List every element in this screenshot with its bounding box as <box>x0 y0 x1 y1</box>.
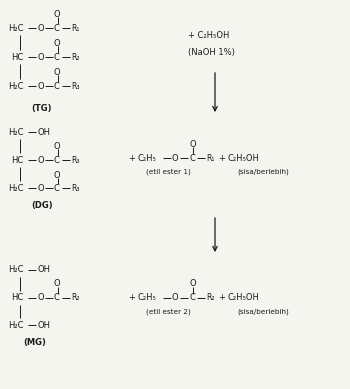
Text: C₂H₅: C₂H₅ <box>138 293 157 303</box>
Text: C: C <box>54 23 60 33</box>
Text: +: + <box>218 154 225 163</box>
Text: C: C <box>54 184 60 193</box>
Text: (NaOH 1%): (NaOH 1%) <box>188 47 235 56</box>
Text: OH: OH <box>37 266 50 275</box>
Text: R₃: R₃ <box>71 184 79 193</box>
Text: OH: OH <box>37 321 50 329</box>
Text: HC: HC <box>11 156 23 165</box>
Text: R₃: R₃ <box>71 156 79 165</box>
Text: O: O <box>54 142 61 151</box>
Text: H₂C: H₂C <box>8 128 23 137</box>
Text: +: + <box>128 154 135 163</box>
Text: O: O <box>189 280 196 289</box>
Text: O: O <box>54 68 61 77</box>
Text: HC: HC <box>11 53 23 61</box>
Text: H₂C: H₂C <box>8 82 23 91</box>
Text: O: O <box>37 53 44 61</box>
Text: (TG): (TG) <box>32 103 52 112</box>
Text: OH: OH <box>37 128 50 137</box>
Text: HC: HC <box>11 293 23 303</box>
Text: H₂C: H₂C <box>8 184 23 193</box>
Text: (etil ester 1): (etil ester 1) <box>146 169 190 175</box>
Text: O: O <box>172 154 178 163</box>
Text: C₂H₅OH: C₂H₅OH <box>227 293 259 303</box>
Text: O: O <box>37 82 44 91</box>
Text: O: O <box>37 156 44 165</box>
Text: O: O <box>54 280 61 289</box>
Text: O: O <box>172 293 178 303</box>
Text: C: C <box>54 293 60 303</box>
Text: R₂: R₂ <box>206 293 215 303</box>
Text: (sisa/berlebih): (sisa/berlebih) <box>237 309 289 315</box>
Text: R₁: R₁ <box>71 23 79 33</box>
Text: O: O <box>54 170 61 179</box>
Text: H₂C: H₂C <box>8 23 23 33</box>
Text: +: + <box>218 293 225 303</box>
Text: O: O <box>37 23 44 33</box>
Text: C₂H₅OH: C₂H₅OH <box>227 154 259 163</box>
Text: R₁: R₁ <box>206 154 214 163</box>
Text: (sisa/berlebih): (sisa/berlebih) <box>237 169 289 175</box>
Text: + C₂H₅OH: + C₂H₅OH <box>188 30 229 40</box>
Text: C: C <box>189 154 195 163</box>
Text: C: C <box>189 293 195 303</box>
Text: (etil ester 2): (etil ester 2) <box>146 309 190 315</box>
Text: O: O <box>54 39 61 47</box>
Text: +: + <box>128 293 135 303</box>
Text: O: O <box>37 184 44 193</box>
Text: R₂: R₂ <box>71 53 79 61</box>
Text: O: O <box>54 9 61 19</box>
Text: C: C <box>54 156 60 165</box>
Text: (DG): (DG) <box>31 200 53 210</box>
Text: C₂H₅: C₂H₅ <box>138 154 157 163</box>
Text: C: C <box>54 53 60 61</box>
Text: (MG): (MG) <box>23 338 47 347</box>
Text: H₂C: H₂C <box>8 321 23 329</box>
Text: C: C <box>54 82 60 91</box>
Text: H₂C: H₂C <box>8 266 23 275</box>
Text: R₃: R₃ <box>71 82 79 91</box>
Text: R₂: R₂ <box>71 293 79 303</box>
Text: O: O <box>37 293 44 303</box>
Text: O: O <box>189 140 196 149</box>
